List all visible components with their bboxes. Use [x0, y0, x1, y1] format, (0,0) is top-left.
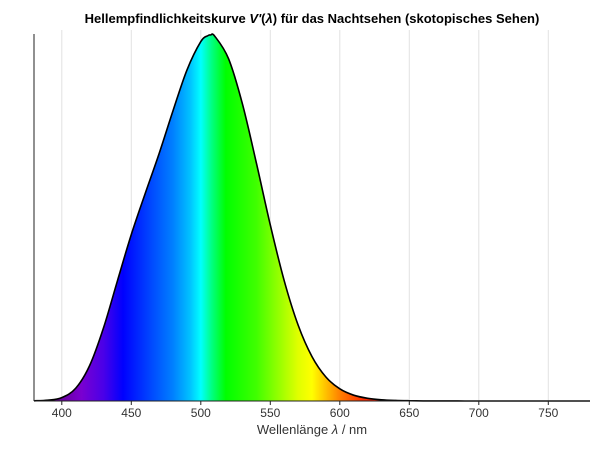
x-tick-label-650: 650 — [399, 406, 419, 420]
x-tick-label-600: 600 — [330, 406, 350, 420]
x-tick-label-700: 700 — [469, 406, 489, 420]
chart-title: Hellempfindlichkeitskurve V'(λ) für das … — [85, 11, 540, 26]
x-tick-label-400: 400 — [52, 406, 72, 420]
x-tick-label-550: 550 — [260, 406, 280, 420]
x-tick-labels: 400 450 500 550 600 650 700 750 — [52, 401, 559, 420]
x-axis-label: Wellenlänge λ / nm — [257, 422, 367, 437]
x-tick-label-450: 450 — [121, 406, 141, 420]
x-tick-label-750: 750 — [538, 406, 558, 420]
x-tick-label-500: 500 — [191, 406, 211, 420]
area-fill — [34, 34, 590, 401]
